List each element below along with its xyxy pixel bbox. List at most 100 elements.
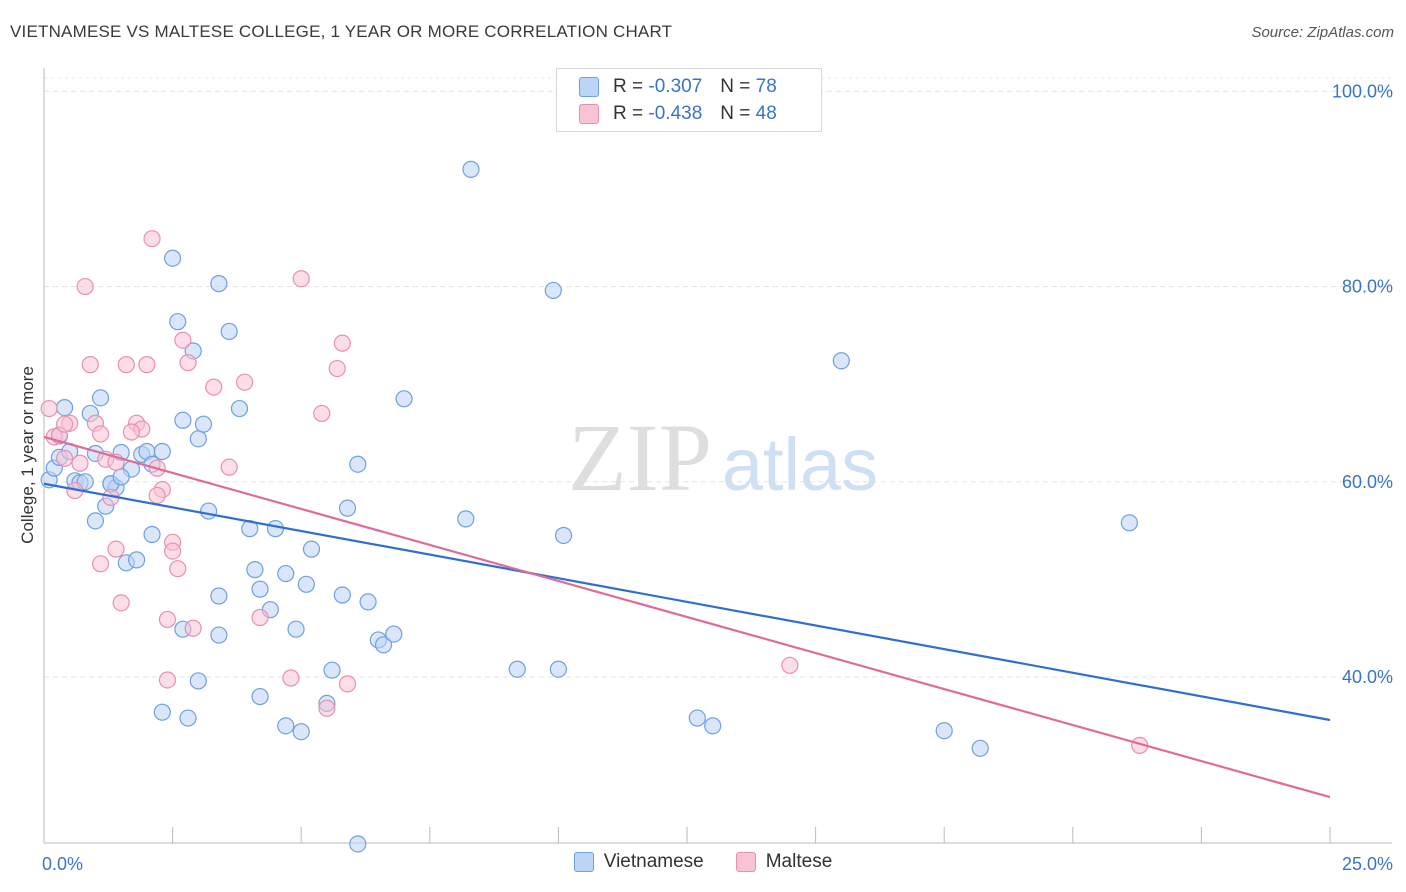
vietnamese-point <box>832 352 850 370</box>
x-tick-label: 25.0% <box>1342 854 1393 874</box>
vietnamese-point <box>266 520 285 538</box>
vietnamese-point <box>688 709 706 727</box>
vietnamese-point <box>194 415 213 433</box>
vietnamese-point <box>210 626 228 644</box>
data-points <box>40 160 1149 853</box>
vietnamese-point <box>935 722 953 740</box>
maltese-point <box>318 699 336 717</box>
tick-labels: 100.0% 80.0% 60.0% 40.0% 0.0% 25.0% <box>42 81 1393 874</box>
vietnamese-point <box>153 703 171 721</box>
axes <box>43 68 1392 844</box>
maltese-point <box>179 354 197 372</box>
vietnamese-swatch <box>579 77 599 97</box>
maltese-point <box>333 334 351 352</box>
vietnamese-point <box>210 587 228 605</box>
x-tick-label: 0.0% <box>42 854 83 874</box>
vietnamese-point <box>251 687 269 706</box>
vietnamese-legend-swatch <box>573 852 594 872</box>
vietnamese-point <box>287 620 305 638</box>
legend-n-label: N = <box>720 103 751 124</box>
maltese-point <box>251 608 269 627</box>
vietnamese-point <box>174 411 192 429</box>
legend-row-maltese: R = -0.438 N = 48 <box>579 102 777 126</box>
vietnamese-point <box>277 717 295 735</box>
vietnamese-point <box>164 249 182 267</box>
stats-legend: R = -0.307 N = 78 R = -0.438 N = 48 <box>556 68 822 132</box>
maltese-point <box>220 458 238 476</box>
vietnamese-point <box>462 160 480 178</box>
legend-n-value: 48 <box>755 103 777 124</box>
vietnamese-point <box>86 512 105 530</box>
vietnamese-point <box>385 625 403 643</box>
y-tick-label: 100.0% <box>1332 81 1393 101</box>
vietnamese-point <box>153 442 171 461</box>
vietnamese-point <box>349 455 367 473</box>
maltese-legend-swatch <box>735 852 756 872</box>
maltese-point <box>71 454 89 472</box>
legend-item-maltese: Maltese <box>735 851 833 873</box>
vietnamese-point <box>374 636 393 654</box>
vietnamese-point <box>179 709 197 727</box>
vietnamese-point <box>277 564 295 583</box>
maltese-point <box>164 542 182 560</box>
vietnamese-point <box>1120 514 1138 532</box>
legend-r-value: -0.307 <box>648 76 703 97</box>
maltese-point <box>328 359 346 378</box>
vietnamese-point <box>338 499 357 517</box>
watermark-zip: ZIP <box>568 404 712 511</box>
vietnamese-point <box>127 551 146 569</box>
vietnamese-point <box>333 586 351 604</box>
vietnamese-point <box>297 575 315 593</box>
vietnamese-point <box>210 275 228 293</box>
y-axis-label: College, 1 year or more <box>18 366 37 544</box>
legend-r-label: R = <box>613 76 644 97</box>
vietnamese-point <box>704 717 722 735</box>
y-tick-label: 40.0% <box>1342 667 1393 687</box>
legend-item-label: Vietnamese <box>603 851 704 872</box>
series-legend: Vietnamese Maltese <box>0 851 1406 873</box>
maltese-point <box>76 277 94 296</box>
maltese-point <box>174 331 192 349</box>
legend-r-label: R = <box>613 103 644 124</box>
vietnamese-point <box>91 389 110 407</box>
trend-lines <box>43 435 1331 799</box>
maltese-point <box>184 619 202 637</box>
maltese-point <box>143 230 161 248</box>
legend-n-value: 78 <box>755 76 777 97</box>
maltese-point <box>236 373 254 391</box>
vietnamese-point <box>189 430 207 448</box>
maltese-point <box>158 610 177 629</box>
legend-item-vietnamese: Vietnamese <box>573 851 704 873</box>
vietnamese-point <box>544 281 562 300</box>
maltese-point <box>313 404 331 423</box>
vietnamese-point <box>189 672 207 690</box>
vietnamese-point <box>554 526 573 545</box>
vietnamese-point <box>302 540 321 558</box>
watermark-atlas: atlas <box>722 423 878 506</box>
maltese-point <box>292 270 310 288</box>
legend-item-label: Maltese <box>765 851 833 872</box>
maltese-point <box>148 486 166 505</box>
maltese-point <box>158 671 177 689</box>
maltese-point <box>81 356 99 374</box>
legend-r-value: -0.438 <box>648 103 703 124</box>
legend-row-vietnamese: R = -0.307 N = 78 <box>579 75 777 99</box>
vietnamese-point <box>200 502 218 520</box>
y-tick-label: 60.0% <box>1342 472 1393 492</box>
maltese-point <box>112 594 130 612</box>
vietnamese-point <box>549 660 568 678</box>
vietnamese-point <box>359 593 377 611</box>
maltese-trend-line <box>43 435 1331 799</box>
maltese-point <box>138 356 156 374</box>
chart-title: VIETNAMESE VS MALTESE COLLEGE, 1 YEAR OR… <box>10 22 673 41</box>
vietnamese-point <box>395 390 413 408</box>
vietnamese-point <box>971 739 989 757</box>
maltese-point <box>781 656 799 674</box>
maltese-point <box>205 378 223 396</box>
maltese-point <box>91 425 110 443</box>
vietnamese-point <box>55 398 74 417</box>
maltese-point <box>169 560 187 578</box>
vietnamese-point <box>112 468 130 486</box>
maltese-swatch <box>579 104 599 124</box>
